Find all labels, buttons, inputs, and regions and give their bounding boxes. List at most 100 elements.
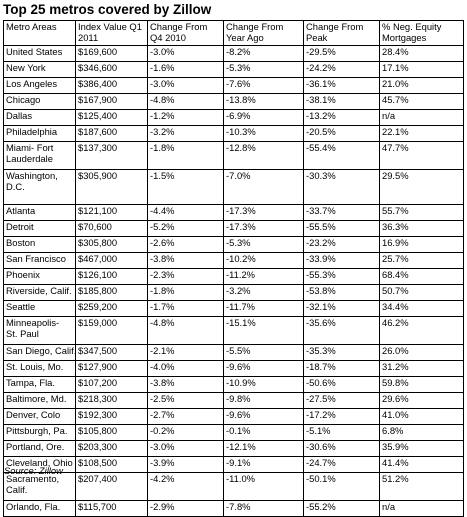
cell-index-value: $127,900 — [75, 360, 148, 377]
cell-metro: Tampa, Fla. — [3, 376, 76, 393]
cell-change-q4: -1.8% — [147, 141, 224, 170]
cell-change-peak: -24.2% — [303, 61, 380, 78]
cell-index-value: $159,000 — [75, 316, 148, 345]
cell-neg-equity: 29.5% — [379, 169, 464, 205]
table-row: Denver, Colo $192,300 -2.7% -9.6% -17.2% 41.0… — [3, 408, 464, 425]
cell-neg-equity: 46.2% — [379, 316, 464, 345]
column-header-index: Index Value Q1 2011 — [75, 20, 148, 46]
cell-neg-equity: 55.7% — [379, 204, 464, 221]
cell-index-value: $346,600 — [75, 61, 148, 78]
cell-index-value: $107,200 — [75, 376, 148, 393]
page-title: Top 25 metros covered by Zillow — [3, 2, 212, 17]
cell-neg-equity: n/a — [379, 109, 464, 126]
cell-neg-equity: 25.7% — [379, 252, 464, 269]
cell-change-peak: -55.5% — [303, 220, 380, 237]
table-row: Philadelphia $187,600 -3.2% -10.3% -20.5% 22.… — [3, 125, 464, 142]
column-header-peak: Change From Peak — [303, 20, 380, 46]
cell-change-q4: -1.2% — [147, 109, 224, 126]
cell-index-value: $70,600 — [75, 220, 148, 237]
cell-change-year: -9.6% — [223, 360, 304, 377]
cell-neg-equity: 51.2% — [379, 472, 464, 501]
cell-change-year: -15.1% — [223, 316, 304, 345]
cell-change-q4: -2.1% — [147, 344, 224, 361]
cell-neg-equity: n/a — [379, 500, 464, 517]
cell-change-year: -12.1% — [223, 440, 304, 457]
cell-index-value: $207,400 — [75, 472, 148, 501]
cell-index-value: $347,500 — [75, 344, 148, 361]
cell-change-q4: -1.6% — [147, 61, 224, 78]
cell-neg-equity: 16.9% — [379, 236, 464, 253]
cell-change-q4: -3.2% — [147, 125, 224, 142]
cell-change-year: -12.8% — [223, 141, 304, 170]
table-row: Tampa, Fla. $107,200 -3.8% -10.9% -50.6% 59.8… — [3, 376, 464, 393]
cell-change-year: -10.2% — [223, 252, 304, 269]
cell-change-peak: -32.1% — [303, 300, 380, 317]
cell-index-value: $126,100 — [75, 268, 148, 285]
cell-change-peak: -33.9% — [303, 252, 380, 269]
cell-change-peak: -36.1% — [303, 77, 380, 94]
table-row: United States $169,600 -3.0% -8.2% -29.5% 28.… — [3, 45, 464, 62]
cell-metro: Baltimore, Md. — [3, 392, 76, 409]
cell-change-q4: -4.8% — [147, 316, 224, 345]
cell-change-peak: -30.6% — [303, 440, 380, 457]
cell-metro: Riverside, Calif. — [3, 284, 76, 301]
cell-index-value: $167,900 — [75, 93, 148, 110]
table-row: Baltimore, Md. $218,300 -2.5% -9.8% -27.5% 29… — [3, 392, 464, 409]
cell-index-value: $305,800 — [75, 236, 148, 253]
cell-index-value: $187,600 — [75, 125, 148, 142]
cell-change-peak: -30.3% — [303, 169, 380, 205]
cell-change-q4: -2.6% — [147, 236, 224, 253]
cell-neg-equity: 28.4% — [379, 45, 464, 62]
cell-change-peak: -23.2% — [303, 236, 380, 253]
table-row: St. Louis, Mo. $127,900 -4.0% -9.6% -18.7% 31… — [3, 360, 464, 377]
cell-neg-equity: 22.1% — [379, 125, 464, 142]
cell-neg-equity: 41.4% — [379, 456, 464, 473]
cell-change-q4: -1.7% — [147, 300, 224, 317]
cell-change-q4: -1.8% — [147, 284, 224, 301]
cell-change-peak: -18.7% — [303, 360, 380, 377]
cell-neg-equity: 31.2% — [379, 360, 464, 377]
table-row: Los Angeles $386,400 -3.0% -7.6% -36.1% 21.0% — [3, 77, 464, 94]
cell-index-value: $259,200 — [75, 300, 148, 317]
cell-change-year: -8.2% — [223, 45, 304, 62]
cell-metro: Portland, Ore. — [3, 440, 76, 457]
table-header-row: Metro Areas Index Value Q1 2011 Change F… — [3, 20, 464, 46]
cell-change-q4: -2.7% — [147, 408, 224, 425]
cell-change-q4: -3.0% — [147, 440, 224, 457]
table-row: Boston $305,800 -2.6% -5.3% -23.2% 16.9% — [3, 236, 464, 253]
cell-index-value: $185,800 — [75, 284, 148, 301]
cell-metro: San Diego, Calif. — [3, 344, 76, 361]
cell-metro: Philadelphia — [3, 125, 76, 142]
cell-metro: Los Angeles — [3, 77, 76, 94]
table-row: Minneapolis- St. Paul $159,000 -4.8% -15.1%… — [3, 316, 464, 345]
cell-change-peak: -50.1% — [303, 472, 380, 501]
cell-change-peak: -20.5% — [303, 125, 380, 142]
cell-change-year: -6.9% — [223, 109, 304, 126]
cell-change-q4: -3.0% — [147, 77, 224, 94]
page: Top 25 metros covered by Zillow Metro Ar… — [3, 2, 464, 517]
cell-index-value: $108,500 — [75, 456, 148, 473]
table-row: Miami- Fort Lauderdale $137,300 -1.8% -12.8… — [3, 141, 464, 170]
cell-index-value: $218,300 — [75, 392, 148, 409]
cell-change-year: -13.8% — [223, 93, 304, 110]
cell-neg-equity: 45.7% — [379, 93, 464, 110]
cell-change-q4: -2.3% — [147, 268, 224, 285]
cell-change-peak: -33.7% — [303, 204, 380, 221]
cell-change-year: -10.3% — [223, 125, 304, 142]
cell-index-value: $467,000 — [75, 252, 148, 269]
cell-metro: United States — [3, 45, 76, 62]
cell-index-value: $125,400 — [75, 109, 148, 126]
cell-change-year: -3.2% — [223, 284, 304, 301]
cell-metro: New York — [3, 61, 76, 78]
cell-neg-equity: 59.8% — [379, 376, 464, 393]
cell-change-peak: -53.8% — [303, 284, 380, 301]
column-header-year: Change From Year Ago — [223, 20, 304, 46]
cell-change-year: -0.1% — [223, 424, 304, 441]
cell-change-q4: -0.2% — [147, 424, 224, 441]
cell-change-q4: -3.8% — [147, 252, 224, 269]
cell-index-value: $105,800 — [75, 424, 148, 441]
table-row: Washington, D.C. $305,900 -1.5% -7.0% -30.3%… — [3, 169, 464, 205]
cell-metro: Pittsburgh, Pa. — [3, 424, 76, 441]
table-row: Phoenix $126,100 -2.3% -11.2% -55.3% 68.4% — [3, 268, 464, 285]
cell-change-q4: -4.8% — [147, 93, 224, 110]
